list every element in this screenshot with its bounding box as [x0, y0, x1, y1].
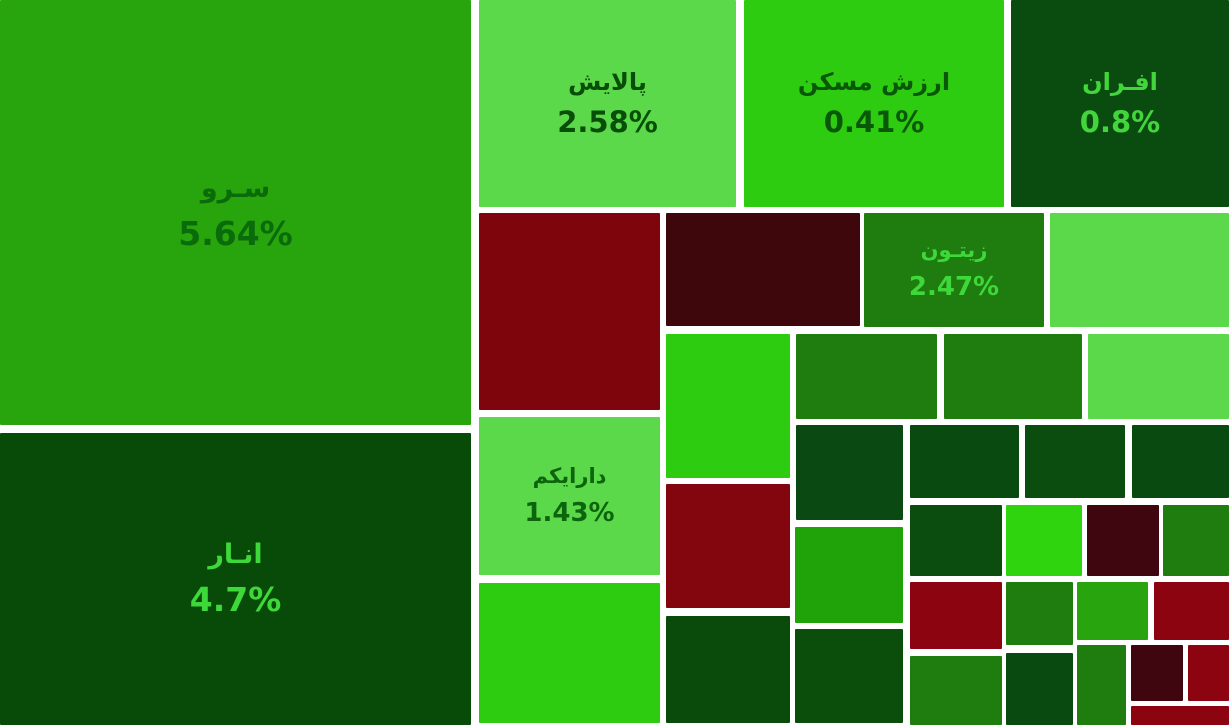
- treemap-tile-unlabeled-3[interactable]: [666, 213, 860, 326]
- tile-label: انـار: [208, 539, 263, 571]
- treemap-tile-unlabeled-13[interactable]: [666, 484, 790, 608]
- treemap-tile-unlabeled-21[interactable]: [1077, 582, 1148, 640]
- treemap-tile-unlabeled-16[interactable]: [1087, 505, 1159, 576]
- tile-value: 5.64%: [178, 213, 293, 253]
- tile-label: افـران: [1082, 68, 1158, 97]
- treemap-tile-unlabeled-11[interactable]: [1025, 425, 1125, 498]
- treemap-tile-darayekom[interactable]: دارایکم 1.43%: [479, 417, 660, 575]
- treemap-tile-unlabeled-10[interactable]: [910, 425, 1019, 498]
- tile-label: زیتـون: [920, 238, 988, 263]
- treemap-tile-zeytoon[interactable]: زیتـون 2.47%: [864, 213, 1044, 327]
- tile-label: دارایکم: [532, 464, 607, 489]
- treemap-tile-unlabeled-25[interactable]: [910, 656, 1002, 725]
- tile-value: 4.7%: [189, 580, 282, 620]
- tile-value: 0.8%: [1079, 105, 1161, 140]
- treemap-tile-unlabeled-19[interactable]: [910, 582, 1002, 649]
- treemap-tile-unlabeled-30[interactable]: [1131, 706, 1229, 725]
- treemap-tile-unlabeled-12[interactable]: [1132, 425, 1229, 498]
- treemap-tile-palayesh[interactable]: پالایش 2.58%: [479, 0, 736, 207]
- treemap-tile-unlabeled-6[interactable]: [796, 334, 937, 419]
- treemap-tile-unlabeled-8[interactable]: [1088, 334, 1229, 419]
- treemap-tile-unlabeled-18[interactable]: [795, 527, 903, 623]
- treemap-tile-afran[interactable]: افـران 0.8%: [1011, 0, 1229, 207]
- treemap-tile-unlabeled-22[interactable]: [1154, 582, 1229, 640]
- treemap-tile-sarv[interactable]: سـرو 5.64%: [0, 0, 471, 425]
- treemap-tile-unlabeled-14[interactable]: [910, 505, 1002, 576]
- tile-value: 0.41%: [823, 105, 925, 140]
- treemap-tile-unlabeled-17[interactable]: [1163, 505, 1229, 576]
- treemap-tile-unlabeled-15[interactable]: [1006, 505, 1082, 576]
- tile-label: سـرو: [200, 172, 271, 204]
- treemap-tile-unlabeled-23[interactable]: [666, 616, 790, 723]
- treemap-tile-unlabeled-7[interactable]: [944, 334, 1082, 419]
- tile-label: پالایش: [568, 68, 647, 97]
- treemap-tile-unlabeled-5[interactable]: [666, 334, 790, 478]
- tile-label: ارزش مسکن: [797, 68, 951, 97]
- treemap-tile-unlabeled-26[interactable]: [1006, 653, 1073, 725]
- treemap-tile-unlabeled-24[interactable]: [795, 629, 903, 723]
- treemap-tile-unlabeled-1[interactable]: [479, 213, 660, 410]
- treemap-tile-unlabeled-29[interactable]: [1188, 645, 1229, 701]
- tile-value: 2.47%: [908, 271, 1000, 302]
- treemap-tile-unlabeled-27[interactable]: [1077, 645, 1126, 725]
- treemap-tile-anar[interactable]: انـار 4.7%: [0, 433, 471, 725]
- tile-value: 2.58%: [557, 105, 658, 140]
- treemap-tile-unlabeled-20[interactable]: [1006, 582, 1073, 645]
- treemap-tile-unlabeled-4[interactable]: [1050, 213, 1229, 327]
- treemap-tile-unlabeled-28[interactable]: [1131, 645, 1183, 701]
- treemap-tile-arzesh-maskan[interactable]: ارزش مسکن 0.41%: [744, 0, 1004, 207]
- tile-value: 1.43%: [524, 497, 615, 528]
- treemap-tile-unlabeled-9[interactable]: [796, 425, 903, 520]
- treemap-tile-unlabeled-2[interactable]: [479, 583, 660, 723]
